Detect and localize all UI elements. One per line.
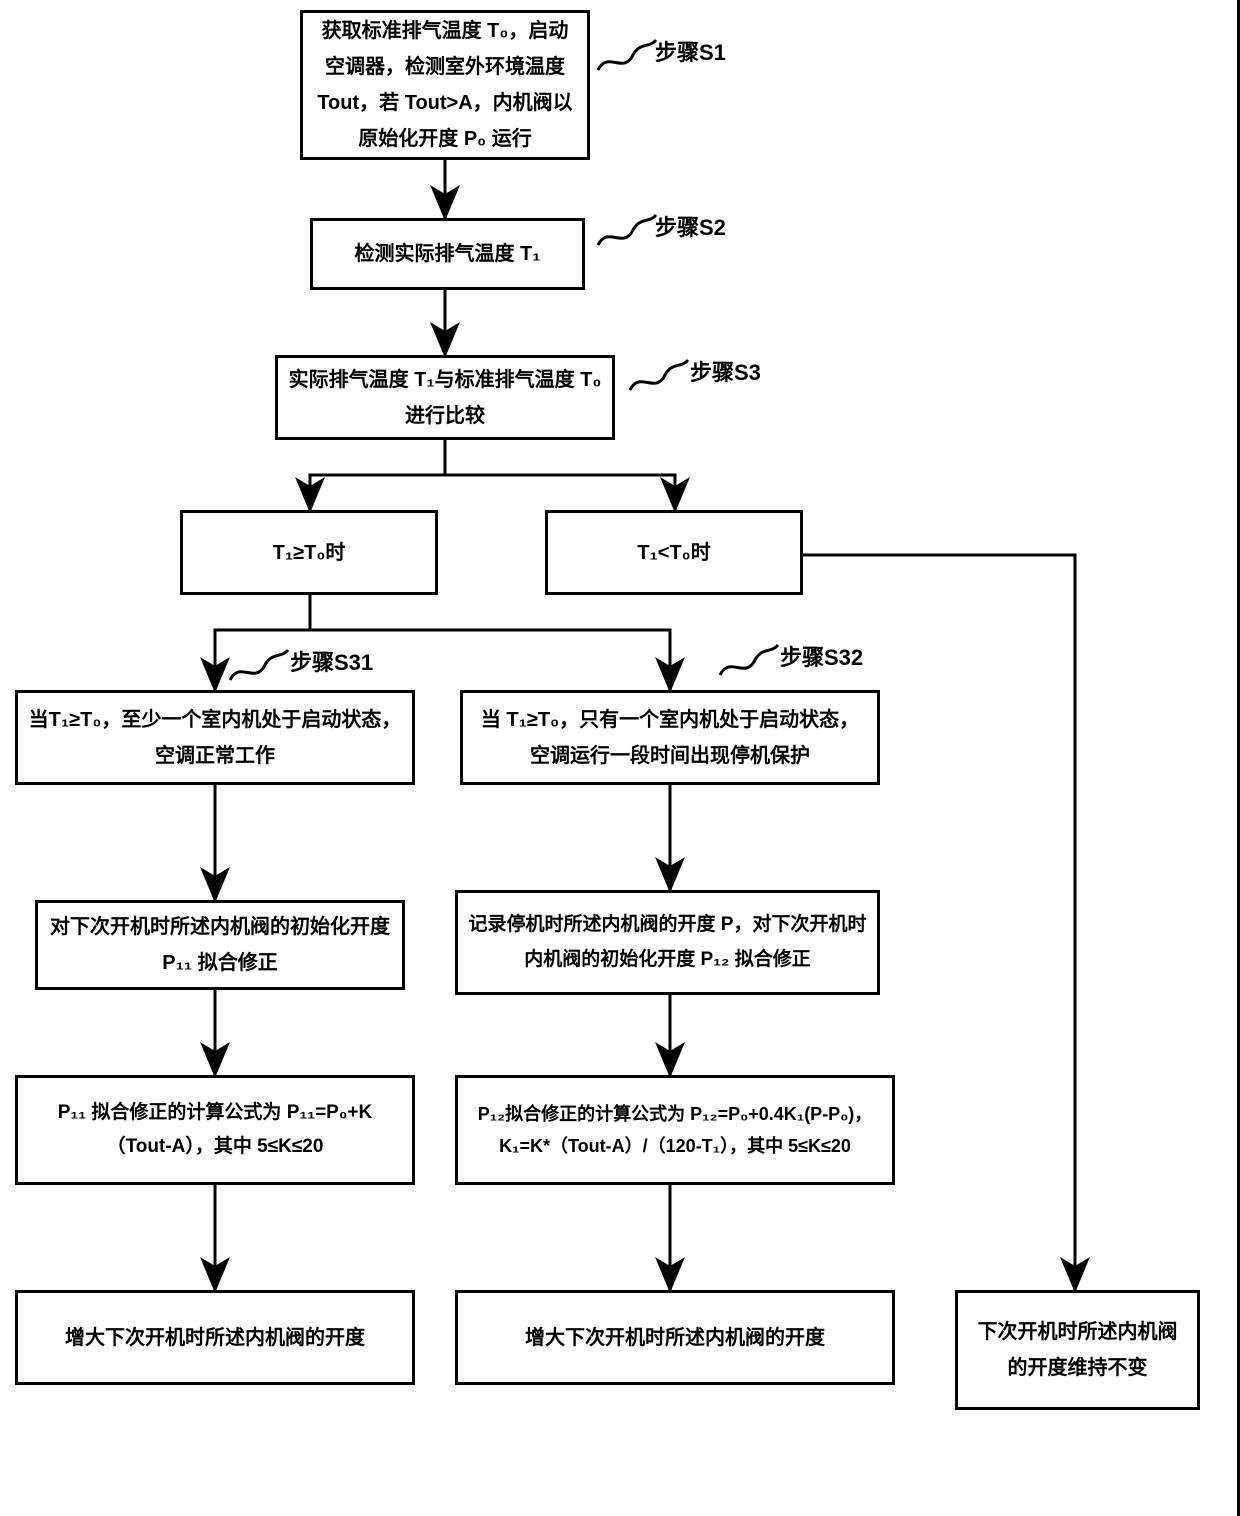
label-s2: 步骤S2 — [655, 210, 726, 242]
node-s32a: 当 T₁≥T₀，只有一个室内机处于启动状态，空调运行一段时间出现停机保护 — [460, 690, 880, 785]
label-s3: 步骤S3 — [690, 355, 761, 387]
node-s31b: 对下次开机时所述内机阀的初始化开度 P₁₁ 拟合修正 — [35, 900, 405, 990]
flowchart-canvas: 获取标准排气温度 T₀，启动空调器，检测室外环境温度 Tout，若 Tout>A… — [0, 0, 1240, 1516]
node-s1: 获取标准排气温度 T₀，启动空调器，检测室外环境温度 Tout，若 Tout>A… — [300, 10, 590, 160]
node-s32d: 增大下次开机时所述内机阀的开度 — [455, 1290, 895, 1385]
node-keep: 下次开机时所述内机阀的开度维持不变 — [955, 1290, 1200, 1410]
label-s1: 步骤S1 — [655, 35, 726, 67]
node-branch-left: T₁≥T₀时 — [180, 510, 438, 595]
node-branch-right: T₁<T₀时 — [545, 510, 803, 595]
node-s31c: P₁₁ 拟合修正的计算公式为 P₁₁=P₀+K（Tout-A），其中 5≤K≤2… — [15, 1075, 415, 1185]
node-s2: 检测实际排气温度 T₁ — [310, 218, 585, 290]
label-s31: 步骤S31 — [290, 645, 373, 677]
node-s32b: 记录停机时所述内机阀的开度 P，对下次开机时内机阀的初始化开度 P₁₂ 拟合修正 — [455, 890, 880, 995]
node-s3: 实际排气温度 T₁与标准排气温度 T₀进行比较 — [275, 355, 615, 440]
node-s31a: 当T₁≥T₀，至少一个室内机处于启动状态，空调正常工作 — [15, 690, 415, 785]
node-s31d: 增大下次开机时所述内机阀的开度 — [15, 1290, 415, 1385]
label-s32: 步骤S32 — [780, 640, 863, 672]
node-s32c: P₁₂拟合修正的计算公式为 P₁₂=P₀+0.4K₁(P-P₀)，K₁=K*（T… — [455, 1075, 895, 1185]
